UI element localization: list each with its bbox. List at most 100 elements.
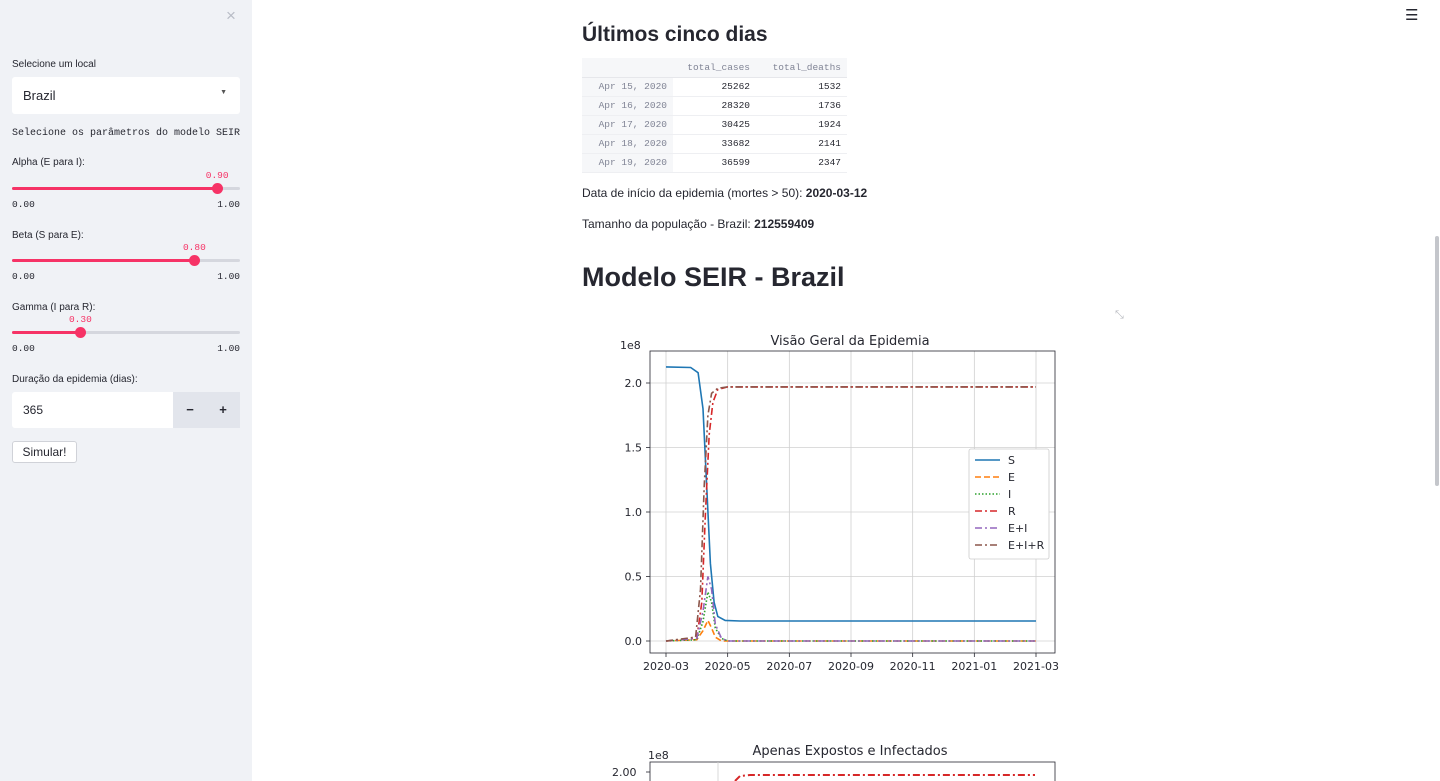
slider-fill: [12, 259, 195, 262]
gamma-label: Gamma (I para R):: [12, 302, 96, 313]
series-line-e-plus-i: [665, 576, 1036, 642]
legend-label: E+I: [1008, 522, 1027, 535]
table-cell-deaths: 2141: [756, 134, 847, 154]
location-select[interactable]: Brazil ▼: [12, 77, 240, 114]
table-cell-deaths: 1924: [756, 115, 847, 135]
last-days-title: Últimos cinco dias: [582, 23, 768, 46]
x-tick-label: 2020-03: [643, 660, 689, 673]
table-cell-cases: 30425: [673, 115, 756, 135]
duration-input[interactable]: 365: [12, 392, 173, 428]
beta-value: 0.80: [182, 242, 206, 253]
beta-label: Beta (S para E):: [12, 230, 84, 241]
beta-slider-thumb[interactable]: [189, 255, 201, 266]
epidemic-start-text: Data de início da epidemia (mortes > 50)…: [582, 186, 867, 200]
table-row: Apr 16, 2020 28320 1736: [582, 96, 847, 116]
table-cell-cases: 33682: [673, 134, 756, 154]
alpha-max: 1.00: [217, 199, 240, 210]
table-header-deaths: total_deaths: [756, 58, 847, 78]
series-line-e-plus-i-plus-r: [665, 386, 1036, 642]
close-icon[interactable]: ×: [226, 6, 236, 25]
location-select-value: Brazil: [23, 88, 56, 103]
gamma-slider[interactable]: 0.30 0.00 1.00: [12, 314, 240, 354]
series-line-i: [665, 588, 1036, 642]
alpha-slider[interactable]: 0.90 0.00 1.00: [12, 170, 240, 210]
chart-title: Apenas Expostos e Infectados: [752, 744, 947, 759]
table-cell-cases: 28320: [673, 96, 756, 116]
location-label: Selecione um local: [12, 59, 96, 70]
params-label: Selecione os parâmetros do modelo SEIR: [12, 128, 241, 139]
table-header-row: total_cases total_deaths: [582, 58, 847, 78]
x-tick-label: 2020-11: [890, 660, 936, 673]
duration-input-value: 365: [23, 403, 44, 417]
increment-button[interactable]: +: [206, 392, 240, 428]
series-line-s: [665, 366, 1036, 622]
table-cell-deaths: 1532: [756, 77, 847, 97]
x-tick-label: 2021-01: [951, 660, 997, 673]
chart-title: Visão Geral da Epidemia: [770, 334, 929, 349]
chart-offset-label: 1e8: [620, 339, 641, 352]
legend-label: E+I+R: [1008, 539, 1045, 552]
legend-label: I: [1008, 488, 1011, 501]
alpha-value: 0.90: [205, 170, 229, 181]
slider-track: [12, 331, 240, 334]
table-cell-date: Apr 17, 2020: [582, 115, 673, 135]
beta-max: 1.00: [217, 271, 240, 282]
x-tick-label: 2020-09: [828, 660, 874, 673]
legend-label: S: [1008, 454, 1015, 467]
alpha-label: Alpha (E para I):: [12, 157, 85, 168]
hamburger-menu-icon[interactable]: ☰: [1405, 7, 1419, 24]
y-tick-label: 0.5: [625, 571, 643, 584]
legend-label: E: [1008, 471, 1015, 484]
x-tick-label: 2020-05: [705, 660, 751, 673]
chevron-down-icon: ▼: [220, 89, 227, 96]
epidemic-start-label: Data de início da epidemia (mortes > 50)…: [582, 186, 806, 200]
legend-label: R: [1008, 505, 1016, 518]
chart-frame: [649, 350, 1056, 654]
decrement-button[interactable]: −: [173, 392, 207, 428]
gamma-value: 0.30: [68, 314, 92, 325]
simulate-button[interactable]: Simular!: [12, 441, 77, 463]
gamma-slider-thumb[interactable]: [75, 327, 87, 338]
model-title: Modelo SEIR - Brazil: [582, 262, 845, 292]
table-row: Apr 19, 2020 36599 2347: [582, 153, 847, 173]
slider-fill: [12, 187, 218, 190]
beta-slider[interactable]: 0.80 0.00 1.00: [12, 242, 240, 282]
population-label: Tamanho da população - Brazil:: [582, 217, 755, 231]
table-cell-date: Apr 16, 2020: [582, 96, 673, 116]
table-cell-deaths: 2347: [756, 153, 847, 173]
gamma-min: 0.00: [12, 343, 35, 354]
table-index-header: [582, 58, 673, 78]
slider-fill: [12, 331, 81, 334]
table-row: Apr 18, 2020 33682 2141: [582, 134, 847, 154]
table-cell-date: Apr 15, 2020: [582, 77, 673, 97]
scrollbar[interactable]: [1435, 236, 1439, 486]
table-row: Apr 15, 2020 25262 1532: [582, 77, 847, 97]
table-row: Apr 17, 2020 30425 1924: [582, 115, 847, 135]
table-cell-cases: 36599: [673, 153, 756, 173]
series-line-r: [734, 774, 1035, 781]
table-cell-cases: 25262: [673, 77, 756, 97]
population-text: Tamanho da população - Brazil: 212559409: [582, 217, 814, 231]
chart-frame: [649, 761, 1056, 781]
sidebar: × Selecione um local Brazil ▼ Selecione …: [0, 0, 252, 781]
y-tick-label: 1.0: [625, 506, 643, 519]
table-cell-deaths: 1736: [756, 96, 847, 116]
y-tick-label: 2.0: [625, 377, 643, 390]
table-cell-date: Apr 18, 2020: [582, 134, 673, 154]
duration-label: Duração da epidemia (dias):: [12, 374, 138, 385]
beta-min: 0.00: [12, 271, 35, 282]
x-tick-label: 2021-03: [1013, 660, 1059, 673]
y-tick-label: 1.5: [625, 442, 643, 455]
exposed-infected-chart: Apenas Expostos e Infectados 1e8 2.00: [612, 744, 1056, 781]
expand-icon[interactable]: ⤡: [1115, 309, 1124, 321]
chart-offset-label: 1e8: [648, 749, 669, 762]
population-value: 212559409: [754, 217, 815, 231]
seir-overview-chart: Visão Geral da Epidemia 1e8 0.0 0.5 1.0 1.5…: [620, 334, 1059, 673]
table-header-cases: total_cases: [673, 58, 756, 78]
gamma-max: 1.00: [217, 343, 240, 354]
alpha-slider-thumb[interactable]: [212, 183, 224, 194]
table-cell-date: Apr 19, 2020: [582, 153, 673, 173]
x-tick-label: 2020-07: [766, 660, 812, 673]
alpha-min: 0.00: [12, 199, 35, 210]
y-tick-label: 2.00: [612, 766, 637, 779]
